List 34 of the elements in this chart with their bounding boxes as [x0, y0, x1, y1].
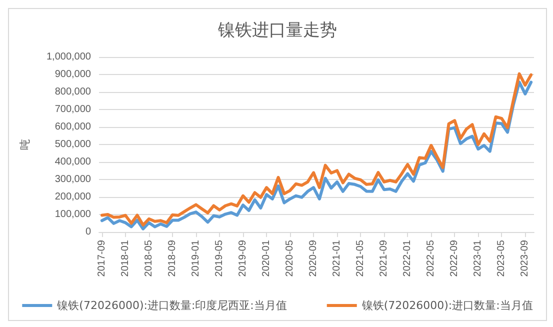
y-tick-label: 900,000 [54, 69, 92, 80]
x-tick-label: 2020-05 [284, 240, 296, 277]
legend-label: 镍铁(72026000):进口数量:印度尼西亚:当月值 [56, 299, 287, 312]
x-tick-label: 2021-01 [332, 240, 343, 277]
y-tick-label: 500,000 [54, 139, 92, 150]
y-tick-label: 300,000 [54, 174, 92, 185]
x-tick-label: 2018-09 [166, 240, 178, 277]
x-tick-label: 2023-01 [472, 240, 484, 277]
x-tick-label: 2022-09 [449, 240, 460, 277]
chart-title: 镍铁进口量走势 [217, 20, 337, 40]
x-tick-label: 2017-09 [96, 240, 108, 277]
y-tick-label: 0 [85, 226, 92, 238]
y-tick-label: 600,000 [54, 122, 92, 132]
x-tick-label: 2022-01 [402, 240, 414, 277]
x-tick-label: 2022-05 [426, 240, 437, 277]
y-tick-label: 800,000 [54, 86, 92, 98]
legend-label: 镍铁(72026000):进口数量:当月值 [360, 299, 533, 312]
x-tick-label: 2020-01 [261, 240, 272, 277]
y-tick-label: 1,000,000 [46, 52, 92, 62]
x-tick-label: 2019-09 [238, 240, 249, 277]
x-tick-label: 2023-09 [520, 240, 531, 277]
x-tick-label: 2018-05 [143, 240, 154, 277]
y-axis-title: 吨 [18, 139, 32, 150]
y-tick-label: 700,000 [54, 104, 92, 115]
y-tick-label: 200,000 [54, 192, 92, 202]
x-tick-label: 2018-01 [120, 240, 131, 277]
x-tick-label: 2021-05 [355, 240, 366, 277]
x-tick-label: 2021-09 [378, 240, 390, 277]
y-tick-label: 100,000 [54, 209, 92, 220]
x-tick-label: 2023-05 [496, 240, 508, 277]
x-tick-label: 2020-09 [308, 240, 320, 277]
x-tick-label: 2019-05 [214, 240, 226, 277]
y-tick-label: 400,000 [54, 156, 92, 168]
x-tick-label: 2019-01 [190, 240, 202, 277]
